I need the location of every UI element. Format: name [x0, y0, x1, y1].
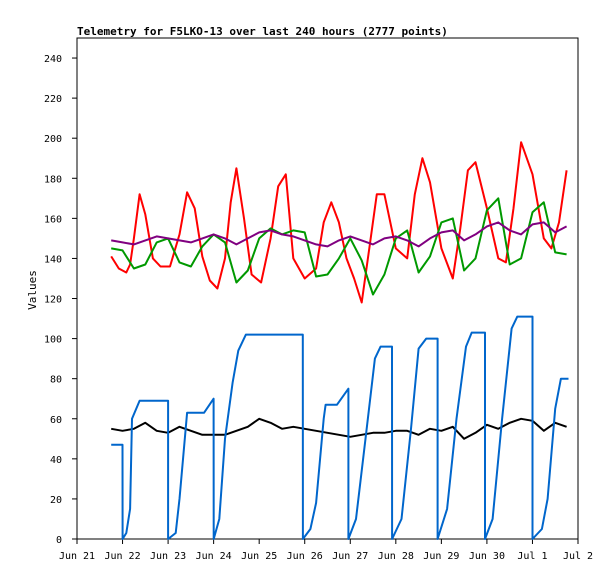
y-tick-label: 100	[44, 335, 62, 346]
chart-title: Telemetry for F5LKO-13 over last 240 hou…	[77, 25, 448, 38]
y-tick-label: 240	[44, 54, 62, 65]
plot-area	[76, 37, 579, 540]
x-tick-label: Jun 23	[150, 551, 186, 562]
x-tick-label: Jun 29	[423, 551, 459, 562]
x-tick-label: Jun 30	[469, 551, 505, 562]
y-axis-label: Values	[26, 270, 39, 310]
y-tick-label: 200	[44, 134, 62, 145]
y-tick-label: 80	[50, 375, 62, 386]
y-tick-label: 140	[44, 254, 62, 265]
x-tick-label: Jul 1	[517, 551, 547, 562]
y-tick-label: 220	[44, 94, 62, 105]
series-line-0	[110, 141, 568, 304]
x-tick-label: Jun 21	[59, 551, 95, 562]
y-tick-label: 0	[56, 535, 62, 546]
series-line-2	[111, 221, 568, 248]
series-line-4	[111, 315, 569, 540]
x-tick-label: Jul 2	[563, 551, 593, 562]
x-tick-label: Jun 26	[287, 551, 323, 562]
x-tick-label: Jun 28	[378, 551, 414, 562]
y-axis: 0 20 40 60 80 100 120 140 160 180 200 220 240	[44, 54, 77, 546]
x-axis: Jun 21 Jun 22 Jun 23 Jun 24 Jun 25 Jun 26 Jun …	[59, 539, 593, 562]
y-tick-label: 180	[44, 174, 62, 185]
y-tick-label: 20	[50, 495, 62, 506]
series-layer	[110, 141, 569, 540]
y-tick-label: 160	[44, 214, 62, 225]
y-tick-label: 60	[50, 415, 62, 426]
x-tick-label: Jun 22	[104, 551, 140, 562]
series-line-3	[111, 417, 567, 440]
x-tick-label: Jun 24	[196, 551, 232, 562]
x-tick-label: Jun 27	[332, 551, 368, 562]
y-tick-label: 40	[50, 455, 62, 466]
series-line-1	[111, 197, 567, 296]
x-tick-label: Jun 25	[241, 551, 277, 562]
y-tick-label: 120	[44, 295, 62, 306]
